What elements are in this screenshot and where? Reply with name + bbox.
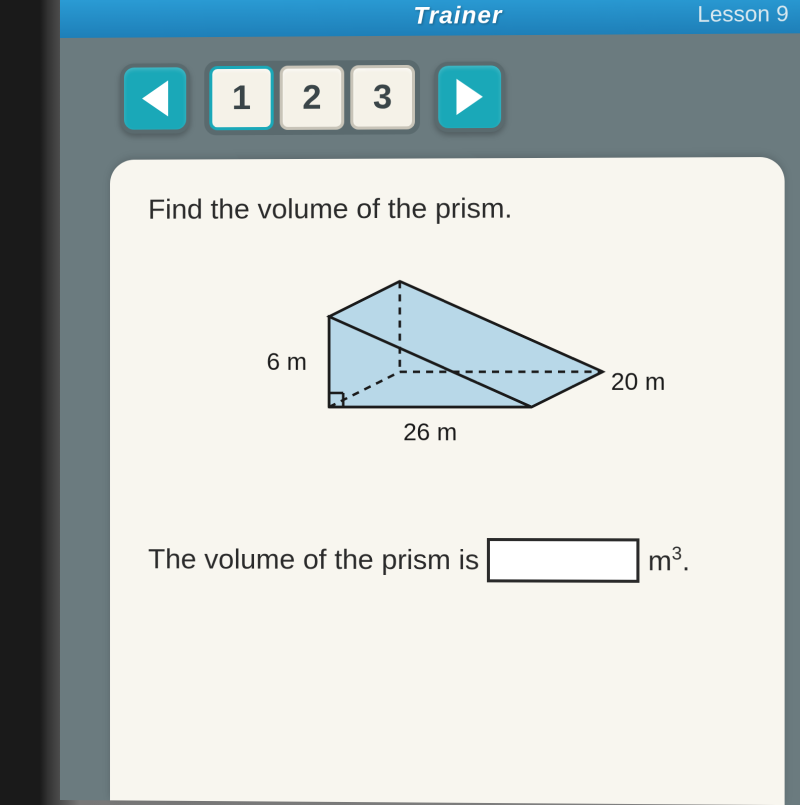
app-title: Trainer	[80, 1, 697, 33]
page-group: 1 2 3	[204, 60, 420, 135]
nav-row: 1 2 3	[60, 33, 800, 160]
question-prompt: Find the volume of the prism.	[148, 192, 746, 226]
prism-svg: 6 m 20 m 26 m	[208, 260, 694, 482]
lesson-label: Lesson 9	[697, 1, 788, 28]
answer-row: The volume of the prism is m3.	[148, 537, 746, 583]
svg-text:26 m: 26 m	[403, 419, 457, 446]
content-card: Find the volume of the prism. 6 m 20 m 26 …	[110, 157, 785, 805]
arrow-left-icon	[142, 80, 168, 116]
unit-period: .	[682, 545, 690, 576]
page-button-1[interactable]: 1	[209, 66, 273, 131]
prev-button[interactable]	[120, 63, 190, 133]
prism-figure: 6 m 20 m 26 m	[208, 260, 745, 488]
next-button[interactable]	[434, 61, 505, 132]
svg-text:20 m: 20 m	[611, 369, 665, 396]
arrow-right-icon	[456, 79, 482, 115]
answer-unit: m3.	[648, 544, 690, 578]
page-button-3[interactable]: 3	[350, 65, 415, 130]
page-button-2[interactable]: 2	[280, 65, 345, 130]
unit-exp: 3	[672, 544, 682, 564]
unit-base: m	[648, 545, 672, 576]
app-screen: Trainer Lesson 9 1 2 3 Find the volume o…	[60, 0, 800, 805]
answer-input[interactable]	[487, 538, 640, 583]
svg-text:6 m: 6 m	[267, 349, 307, 376]
header-bar: Trainer Lesson 9	[60, 0, 800, 38]
answer-prefix: The volume of the prism is	[148, 543, 479, 576]
